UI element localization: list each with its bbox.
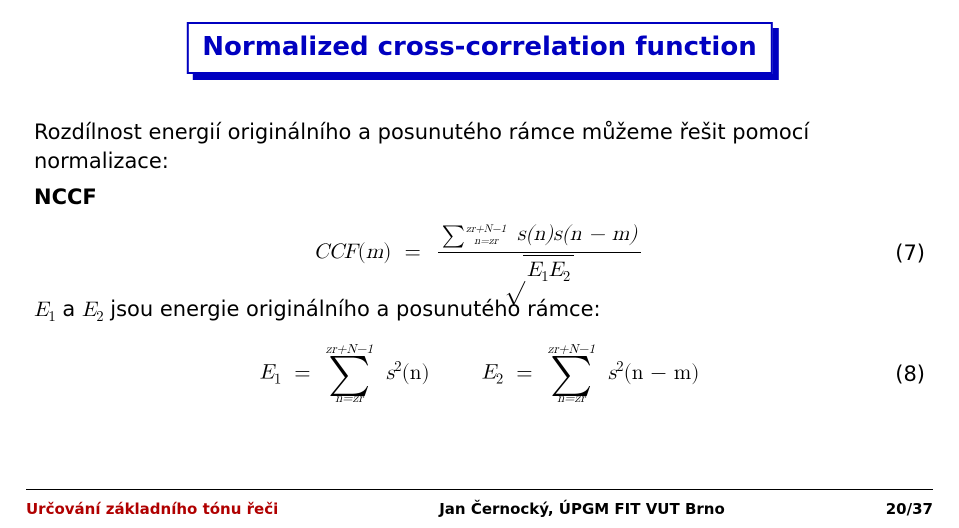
p2-rest: jsou energie originálního a posunutého r…: [104, 297, 601, 321]
eq7-E1-sub: 1: [541, 269, 548, 284]
eq8-E1-sub: 1: [274, 372, 281, 387]
paragraph-1: Rozdílnost energií originálního a posunu…: [34, 118, 925, 177]
p2-E1-sub: 1: [48, 309, 55, 324]
eq7-sqrt: √ E1E2: [505, 255, 574, 287]
p2-E2-sub: 2: [96, 309, 103, 324]
title-container: Normalized cross-correlation function: [186, 22, 772, 74]
eq8-s1-arg: (n): [402, 363, 430, 384]
eq7-fraction: ∑ zr+N−1 n=zr s(n)s(n − m) √: [438, 220, 642, 287]
slide: Normalized cross-correlation function Ro…: [0, 0, 959, 528]
eq7-sum-lower: n=zr: [466, 236, 506, 248]
eq7-expression: CCF(m) = ∑ zr+N−1 n=zr s(n)s(n − m): [314, 220, 646, 287]
footer-page: 20/37: [886, 500, 933, 518]
slide-title: Normalized cross-correlation function: [202, 32, 756, 62]
title-box: Normalized cross-correlation function: [186, 22, 772, 74]
eq8-E2-sub: 2: [496, 372, 503, 387]
eq8-part1: E1 = zr+N−1 ∑ n=zr s2(n): [260, 343, 430, 405]
eq7-E1: E: [527, 260, 541, 281]
eq8-s2-arg: (n − m): [624, 363, 700, 384]
eq8-number: (8): [895, 360, 925, 389]
eq8-E2: E: [482, 363, 496, 384]
p2-E2: E: [82, 300, 96, 321]
eq8-sum2: zr+N−1 ∑ n=zr: [548, 343, 595, 405]
eq8-expression: E1 = zr+N−1 ∑ n=zr s2(n) E2 = zr+N−1: [260, 343, 700, 405]
eq8-s1: s: [386, 363, 394, 384]
equation-7: CCF(m) = ∑ zr+N−1 n=zr s(n)s(n − m): [34, 220, 925, 287]
p2-E1: E: [34, 300, 48, 321]
footer: Určování základního tónu řeči Jan Černoc…: [26, 500, 933, 518]
footer-rule: [26, 489, 933, 490]
footer-mid: Jan Černocký, ÚPGM FIT VUT Brno: [439, 500, 725, 518]
eq7-numerator-core: s(n)s(n − m): [517, 224, 637, 245]
paragraph-2: E1 a E2 jsou energie originálního a posu…: [34, 295, 925, 325]
equation-8: E1 = zr+N−1 ∑ n=zr s2(n) E2 = zr+N−1: [34, 343, 925, 405]
eq8-E1: E: [260, 363, 274, 384]
eq7-E2: E: [549, 260, 563, 281]
eq7-E2-sub: 2: [563, 269, 570, 284]
footer-left: Určování základního tónu řeči: [26, 500, 278, 518]
eq8-s1-sup: 2: [394, 359, 401, 374]
p2-mid: a: [56, 297, 82, 321]
eq7-lhs-func: CCF: [314, 242, 358, 263]
eq7-sum: ∑ zr+N−1 n=zr: [442, 224, 506, 248]
eq8-sum1: zr+N−1 ∑ n=zr: [326, 343, 373, 405]
eq8-sum1-lower: n=zr: [335, 392, 363, 405]
eq7-sum-upper: zr+N−1: [466, 224, 506, 236]
eq7-number: (7): [895, 239, 925, 268]
eq8-part2: E2 = zr+N−1 ∑ n=zr s2(n − m): [482, 343, 700, 405]
eq7-lhs-arg: m: [366, 242, 384, 263]
slide-body: Rozdílnost energií originálního a posunu…: [34, 118, 925, 413]
eq8-s2: s: [608, 363, 616, 384]
eq8-sum2-lower: n=zr: [557, 392, 585, 405]
eq8-s2-sup: 2: [616, 359, 623, 374]
nccf-label: NCCF: [34, 183, 925, 212]
